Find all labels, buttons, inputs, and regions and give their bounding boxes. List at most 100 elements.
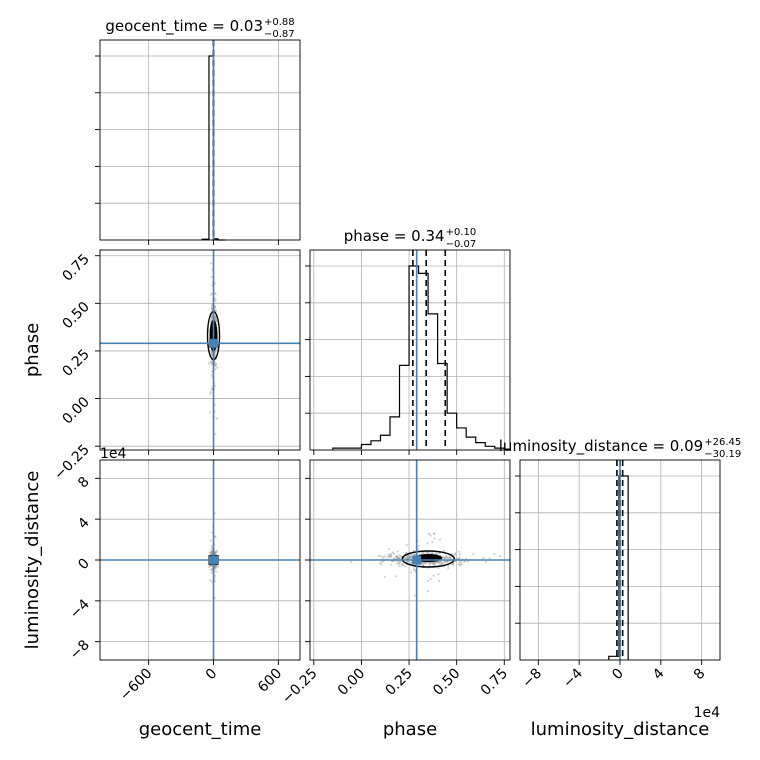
sample-point bbox=[427, 561, 431, 564]
sample-point bbox=[214, 368, 217, 371]
sample-point bbox=[396, 556, 400, 559]
sample-point bbox=[432, 563, 435, 566]
x-axis-label-luminosity_distance: luminosity_distance bbox=[531, 719, 710, 740]
sample-point bbox=[488, 557, 491, 560]
sample-point bbox=[213, 580, 217, 583]
sample-point bbox=[455, 557, 458, 560]
sample-point bbox=[210, 350, 213, 353]
histogram-luminosity_distance bbox=[608, 475, 629, 660]
sample-point bbox=[422, 552, 425, 555]
sample-point bbox=[434, 561, 438, 564]
contour-outer bbox=[401, 550, 455, 568]
tick-marks bbox=[305, 265, 505, 455]
sample-point bbox=[215, 417, 218, 420]
sample-point bbox=[207, 362, 210, 365]
sample-point bbox=[398, 557, 401, 560]
sample-point bbox=[215, 549, 218, 552]
x-tick-label: 0.75 bbox=[478, 666, 511, 699]
sample-point bbox=[433, 532, 436, 535]
sample-point bbox=[397, 556, 400, 560]
x-tick-label: 0.25 bbox=[383, 666, 416, 699]
sample-point bbox=[388, 555, 391, 558]
sample-point bbox=[499, 555, 502, 558]
sample-point bbox=[398, 557, 401, 560]
sample-point bbox=[402, 563, 405, 567]
sample-point bbox=[381, 560, 384, 563]
sample-point bbox=[493, 553, 496, 556]
sample-point bbox=[443, 560, 446, 564]
samples-phase-luminosity_distance bbox=[349, 532, 502, 597]
sample-point bbox=[423, 562, 427, 565]
sample-point bbox=[398, 565, 401, 568]
sample-point bbox=[466, 560, 469, 563]
sample-point bbox=[439, 562, 442, 565]
sample-point bbox=[210, 275, 213, 279]
sample-point bbox=[210, 568, 214, 571]
sample-point bbox=[210, 544, 214, 548]
sample-point bbox=[407, 556, 410, 559]
sample-point bbox=[406, 560, 409, 563]
sample-point bbox=[458, 561, 461, 564]
sample-point bbox=[430, 561, 433, 564]
sample-point bbox=[409, 555, 412, 558]
sample-point bbox=[413, 594, 417, 597]
sample-point bbox=[426, 551, 429, 554]
sample-point bbox=[431, 561, 434, 564]
sample-point bbox=[384, 555, 387, 558]
sample-point bbox=[396, 550, 399, 553]
panel-geocent_time bbox=[99, 39, 301, 241]
sample-point bbox=[214, 553, 217, 556]
sample-point bbox=[410, 571, 413, 574]
sample-point bbox=[457, 562, 460, 566]
sample-point bbox=[381, 555, 384, 558]
sample-point bbox=[209, 551, 212, 555]
sample-point bbox=[398, 557, 401, 560]
sample-point bbox=[213, 574, 217, 577]
sample-point bbox=[209, 390, 212, 394]
sample-point bbox=[387, 555, 391, 558]
sample-point bbox=[398, 562, 401, 565]
sample-point bbox=[445, 556, 448, 559]
sample-point bbox=[389, 563, 393, 566]
sample-point bbox=[484, 560, 487, 564]
sample-point bbox=[441, 561, 444, 565]
sample-point bbox=[210, 317, 213, 321]
sample-point bbox=[209, 360, 213, 363]
sample-point bbox=[209, 579, 212, 582]
sample-point bbox=[407, 556, 410, 559]
sample-point bbox=[458, 550, 461, 553]
sample-point bbox=[208, 551, 211, 554]
sample-point bbox=[215, 570, 218, 573]
sample-point bbox=[399, 560, 402, 563]
sample-point bbox=[406, 555, 409, 558]
sample-point bbox=[404, 556, 407, 559]
sample-point bbox=[208, 565, 211, 569]
sample-point bbox=[432, 532, 436, 535]
sample-point bbox=[389, 555, 392, 559]
sample-point bbox=[349, 561, 353, 564]
sample-point bbox=[410, 562, 413, 565]
sample-point bbox=[213, 551, 217, 554]
sample-point bbox=[215, 551, 218, 554]
sample-point bbox=[209, 539, 212, 542]
sample-point bbox=[427, 532, 431, 535]
sample-point bbox=[210, 552, 214, 555]
sample-point bbox=[209, 568, 212, 571]
sample-point bbox=[210, 551, 213, 555]
sample-point bbox=[434, 552, 437, 555]
sample-point bbox=[427, 579, 430, 583]
sample-point bbox=[432, 562, 435, 566]
sample-point bbox=[413, 553, 417, 556]
sample-point bbox=[216, 323, 219, 326]
sample-point bbox=[405, 543, 408, 547]
sample-point bbox=[389, 554, 393, 557]
tick-marks bbox=[95, 55, 279, 245]
sample-point bbox=[210, 551, 213, 554]
sample-point bbox=[395, 575, 398, 578]
sample-point bbox=[444, 554, 447, 558]
sample-point bbox=[214, 567, 217, 570]
sample-point bbox=[214, 318, 218, 322]
sample-point bbox=[214, 315, 217, 318]
sample-point bbox=[210, 388, 214, 391]
y-tick-label: 4 bbox=[75, 515, 93, 533]
